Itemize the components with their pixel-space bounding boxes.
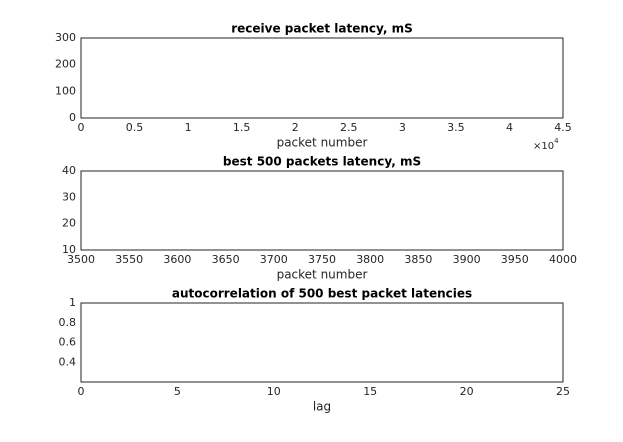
- x-tick-label: 3850: [404, 253, 432, 266]
- x-multiplier-exponent: 4: [554, 137, 559, 145]
- axes-box: [80, 170, 564, 251]
- y-tick-label: 300: [55, 31, 76, 44]
- x-tick-label: 3500: [67, 253, 95, 266]
- y-tick-label: 0.8: [59, 316, 77, 329]
- x-tick-label: 25: [556, 385, 570, 398]
- y-tick-label: 1: [69, 296, 76, 309]
- x-tick-label: 20: [460, 385, 474, 398]
- x-multiplier-base: ×10: [533, 141, 554, 152]
- x-tick-label: 0: [78, 121, 85, 134]
- y-tick-label: 200: [55, 58, 76, 71]
- x-tick-label: 0: [78, 385, 85, 398]
- x-tick-label: 3950: [501, 253, 529, 266]
- x-tick-label: 0.5: [126, 121, 144, 134]
- x-tick-label: 3650: [212, 253, 240, 266]
- y-tick-label: 30: [62, 190, 76, 203]
- x-tick-label: 3.5: [447, 121, 465, 134]
- chart-title: best 500 packets latency, mS: [223, 155, 421, 169]
- x-tick-label: 3900: [453, 253, 481, 266]
- x-tick-label: 1.5: [233, 121, 251, 134]
- y-tick-label: 40: [62, 164, 76, 177]
- x-tick-label: 2: [292, 121, 299, 134]
- x-tick-label: 4000: [549, 253, 577, 266]
- x-tick-label: 3800: [356, 253, 384, 266]
- y-tick-label: 10: [62, 243, 76, 256]
- chart-title: autocorrelation of 500 best packet laten…: [172, 287, 472, 301]
- x-tick-label: 3: [399, 121, 406, 134]
- x-axis-label: packet number: [277, 136, 368, 150]
- x-axis-label: lag: [313, 400, 331, 414]
- x-tick-label: 3550: [115, 253, 143, 266]
- x-tick-label: 2.5: [340, 121, 358, 134]
- chart-title: receive packet latency, mS: [231, 22, 413, 36]
- x-tick-label: 15: [363, 385, 377, 398]
- x-tick-label: 10: [267, 385, 281, 398]
- y-tick-label: 20: [62, 217, 76, 230]
- x-tick-label: 4: [506, 121, 513, 134]
- x-axis-label: packet number: [277, 268, 368, 282]
- x-tick-label: 3700: [260, 253, 288, 266]
- y-tick-label: 0: [69, 111, 76, 124]
- x-tick-label: 3600: [163, 253, 191, 266]
- y-tick-label: 0.4: [59, 355, 77, 368]
- x-tick-label: 5: [174, 385, 181, 398]
- axes-box: [80, 302, 564, 383]
- y-tick-label: 0.6: [59, 336, 77, 349]
- x-multiplier: ×104: [533, 137, 559, 152]
- x-tick-label: 4.5: [554, 121, 572, 134]
- x-tick-label: 1: [185, 121, 192, 134]
- axes-box: [80, 37, 564, 119]
- x-tick-label: 3750: [308, 253, 336, 266]
- y-tick-label: 100: [55, 84, 76, 97]
